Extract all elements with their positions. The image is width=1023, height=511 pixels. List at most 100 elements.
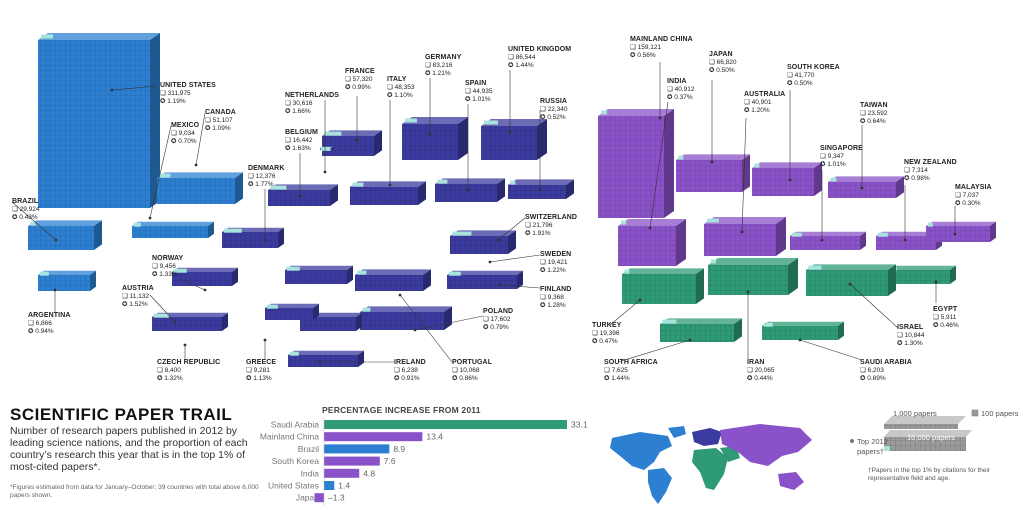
map-north-america <box>610 432 672 470</box>
country-label-spain: SPAIN ❏ 44,935 ✪ 1.01% <box>465 80 493 103</box>
country-blocks <box>28 33 996 367</box>
leader-line <box>399 294 453 363</box>
leader-dot <box>848 282 852 286</box>
leader-dot <box>820 238 824 242</box>
leader-dot <box>398 293 402 297</box>
leader-line <box>799 339 863 361</box>
map-south-america <box>648 468 672 504</box>
top1-percent: 1.44% <box>611 375 630 382</box>
top1-cells <box>830 177 837 182</box>
papers-count: 9,456 <box>159 263 176 270</box>
country-label-belgium: BELGIUM ❏ 16,442 ✪ 1.63% <box>285 129 318 152</box>
leader-line <box>499 284 541 289</box>
country-name: SWITZERLAND <box>525 214 578 221</box>
top1-cells <box>754 163 760 168</box>
top1-percent: 1.01% <box>827 161 846 168</box>
block-malaysia <box>926 221 996 242</box>
leader-dot <box>488 260 492 264</box>
top1-percent: 1.19% <box>167 98 186 105</box>
leader-line <box>497 217 526 241</box>
country-name: GERMANY <box>425 54 462 61</box>
country-name: ISRAEL <box>897 324 924 331</box>
block-belgium <box>268 184 338 206</box>
block-sweden <box>447 270 523 289</box>
block-russia <box>508 179 574 199</box>
top1-percent: 1.21% <box>432 70 451 77</box>
top1-cells <box>41 34 53 39</box>
papers-count: 16,442 <box>292 137 313 144</box>
papers-count: 17,602 <box>490 316 511 323</box>
leader-dot <box>638 298 642 302</box>
bar <box>324 444 390 454</box>
top1-cells <box>927 222 933 227</box>
country-label-netherlands: NETHERLANDS ❏ 30,616 ✪ 1.66% <box>285 92 339 115</box>
block-india <box>618 219 686 266</box>
papers-count: 19,421 <box>547 259 568 266</box>
papers-count: 30,616 <box>292 100 313 107</box>
country-name: MEXICO <box>171 122 200 129</box>
country-label-czech-republic: CZECH REPUBLIC ❏ 8,400 ✪ 1.32% <box>157 359 221 382</box>
top1-cells <box>357 270 367 275</box>
country-name: GREECE <box>246 359 277 366</box>
country-name: BRAZIL <box>12 198 39 205</box>
leader-dot <box>110 88 114 92</box>
country-name: FINLAND <box>540 286 572 293</box>
papers-count: 12,376 <box>255 173 276 180</box>
figure-subtitle: Number of research papers published in 2… <box>10 425 248 473</box>
country-label-egypt: EGYPT ❏ 5,911 ✪ 0.46% <box>933 306 959 329</box>
leader-line <box>149 294 176 323</box>
papers-count: 9,347 <box>827 153 844 160</box>
leader-dot <box>428 132 432 136</box>
leader-line <box>609 299 641 326</box>
block-mexico <box>132 221 214 238</box>
leader-line <box>195 112 206 166</box>
leader-line <box>111 85 158 91</box>
country-name: PORTUGAL <box>452 359 493 366</box>
top1-percent: 0.50% <box>794 80 813 87</box>
leader-dot <box>318 360 322 364</box>
papers-count: 11,132 <box>129 293 150 300</box>
map-europe <box>692 428 722 446</box>
map-asia <box>720 424 812 466</box>
top1-percent: 0.50% <box>716 67 735 74</box>
top1-cells <box>320 146 331 151</box>
category-label: Mainland China <box>260 432 319 442</box>
block-finland <box>285 265 353 284</box>
leader-dot <box>953 232 957 236</box>
country-name: NORWAY <box>152 255 184 262</box>
country-name: AUSTRALIA <box>744 91 786 98</box>
block-turkey <box>622 268 704 304</box>
leader-line <box>414 315 484 331</box>
leader-dot <box>53 288 57 292</box>
country-name: SOUTH KOREA <box>787 64 840 71</box>
top1-percent: 1.20% <box>751 107 770 114</box>
papers-count: 9,368 <box>547 294 564 301</box>
country-name: TURKEY <box>592 322 622 329</box>
top1-cells <box>452 231 472 236</box>
top1-percent: 0.98% <box>911 175 930 182</box>
top1-cells <box>484 120 498 125</box>
bar <box>324 420 567 429</box>
value-label: 8.9 <box>393 444 405 454</box>
top1-percent: 0.44% <box>754 375 773 382</box>
top1-percent: 0.56% <box>637 52 656 59</box>
country-label-norway: NORWAY ❏ 9,456 ✪ 1.33% <box>152 255 184 278</box>
leader-dot <box>203 288 207 292</box>
block-austria <box>152 312 228 331</box>
country-name: NETHERLANDS <box>285 92 339 99</box>
leader-dot <box>194 163 198 167</box>
top1-percent: 0.94% <box>35 328 54 335</box>
top1-cells <box>39 271 49 276</box>
world-map <box>610 424 812 504</box>
top1-percent: 0.37% <box>674 94 693 101</box>
legend-graphic <box>850 409 979 451</box>
leader-dot <box>323 170 327 174</box>
leader-dot <box>934 280 938 284</box>
papers-count: 40,901 <box>751 99 772 106</box>
country-label-russia: RUSSIA ❏ 22,340 ✪ 0.52% <box>540 98 568 121</box>
top1-cells <box>510 180 516 185</box>
country-label-australia: AUSTRALIA ❏ 40,901 ✪ 1.20% <box>744 91 786 114</box>
papers-count: 22,340 <box>547 106 568 113</box>
category-label: Japan <box>296 493 319 503</box>
block-portugal <box>355 269 431 291</box>
